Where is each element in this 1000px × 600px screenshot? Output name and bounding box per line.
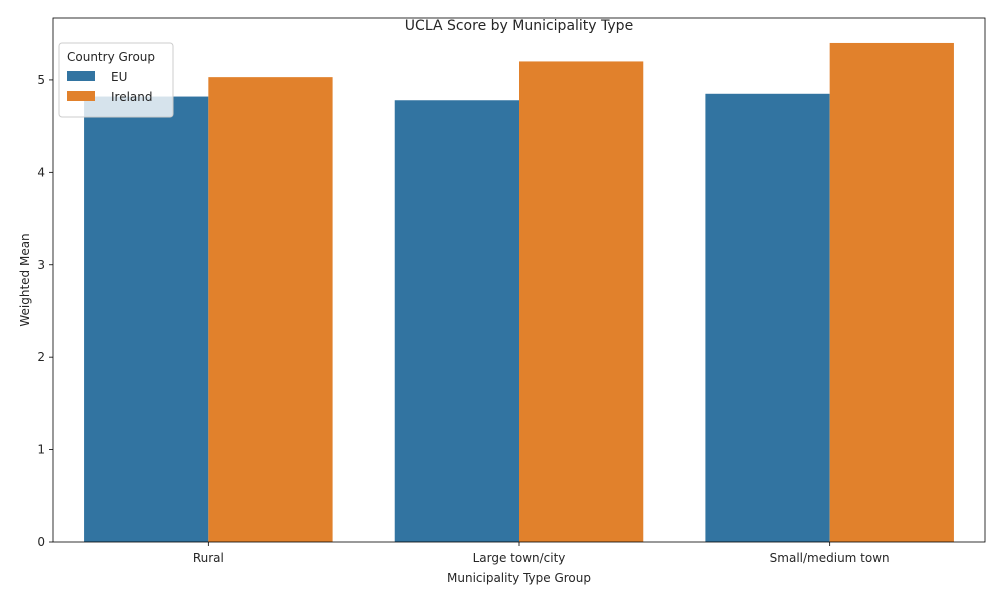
bar-eu-1 <box>394 100 519 543</box>
y-axis-label: Weighted Mean <box>18 233 32 326</box>
y-tick-label: 4 <box>37 165 45 179</box>
y-tick-label: 0 <box>37 535 45 549</box>
x-axis: Rural Large town/city Small/medium town <box>193 542 890 565</box>
x-axis-label: Municipality Type Group <box>447 571 591 585</box>
bar-ireland-1 <box>519 61 644 542</box>
legend-label-ireland: Ireland <box>111 90 153 104</box>
y-tick-label: 2 <box>37 350 45 364</box>
legend-label-eu: EU <box>111 70 127 84</box>
x-tick-label: Large town/city <box>473 551 566 565</box>
x-tick-label: Small/medium town <box>770 551 890 565</box>
legend-swatch-ireland <box>67 91 95 101</box>
legend-entries: EU Ireland <box>67 70 153 104</box>
legend-swatch-eu <box>67 71 95 81</box>
y-tick-label: 1 <box>37 443 45 457</box>
y-tick-label: 5 <box>37 73 45 87</box>
bar-ireland-2 <box>829 42 954 542</box>
bar-eu-2 <box>705 93 830 542</box>
bar-eu-0 <box>84 96 209 542</box>
legend-title: Country Group <box>67 50 155 64</box>
bars-group <box>84 42 954 543</box>
y-axis: 0 1 2 3 4 5 <box>37 73 53 549</box>
x-tick-label: Rural <box>193 551 224 565</box>
chart-title: UCLA Score by Municipality Type <box>405 18 633 34</box>
plot-frame <box>52 17 986 543</box>
legend: Country Group EU Ireland <box>58 42 174 118</box>
y-tick-label: 3 <box>37 258 45 272</box>
bar-ireland-0 <box>208 77 333 542</box>
